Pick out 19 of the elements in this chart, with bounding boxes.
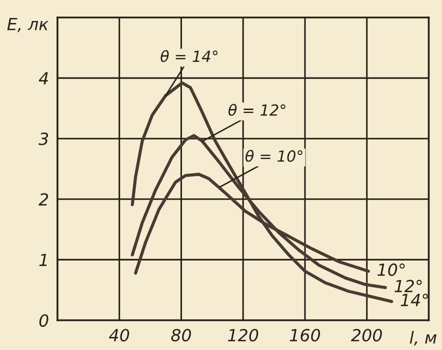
y-tick-label: 3 <box>38 132 48 146</box>
x-tick-label: 160 <box>290 328 320 342</box>
annotation: θ = 10° <box>246 150 302 162</box>
x-tick-label: 80 <box>171 328 191 342</box>
x-axis-title: l, м <box>410 330 436 346</box>
annotation: θ = 14° <box>160 50 218 62</box>
y-tick-label: 0 <box>39 314 48 327</box>
y-axis-title: E, лк <box>7 18 49 32</box>
y-tick-label: 4 <box>38 72 48 84</box>
y-tick-label: 2 <box>38 193 48 206</box>
x-tick-label: 40 <box>109 328 130 342</box>
series-label: 14° <box>400 294 428 306</box>
series-label: 12° <box>394 280 422 292</box>
x-tick-label: 200 <box>351 328 382 342</box>
series-label: 10° <box>378 263 405 276</box>
annotation: θ = 12° <box>228 104 286 116</box>
line-series <box>134 172 370 275</box>
x-tick-label: 120 <box>228 328 258 342</box>
y-tick-label: 1 <box>39 254 47 266</box>
